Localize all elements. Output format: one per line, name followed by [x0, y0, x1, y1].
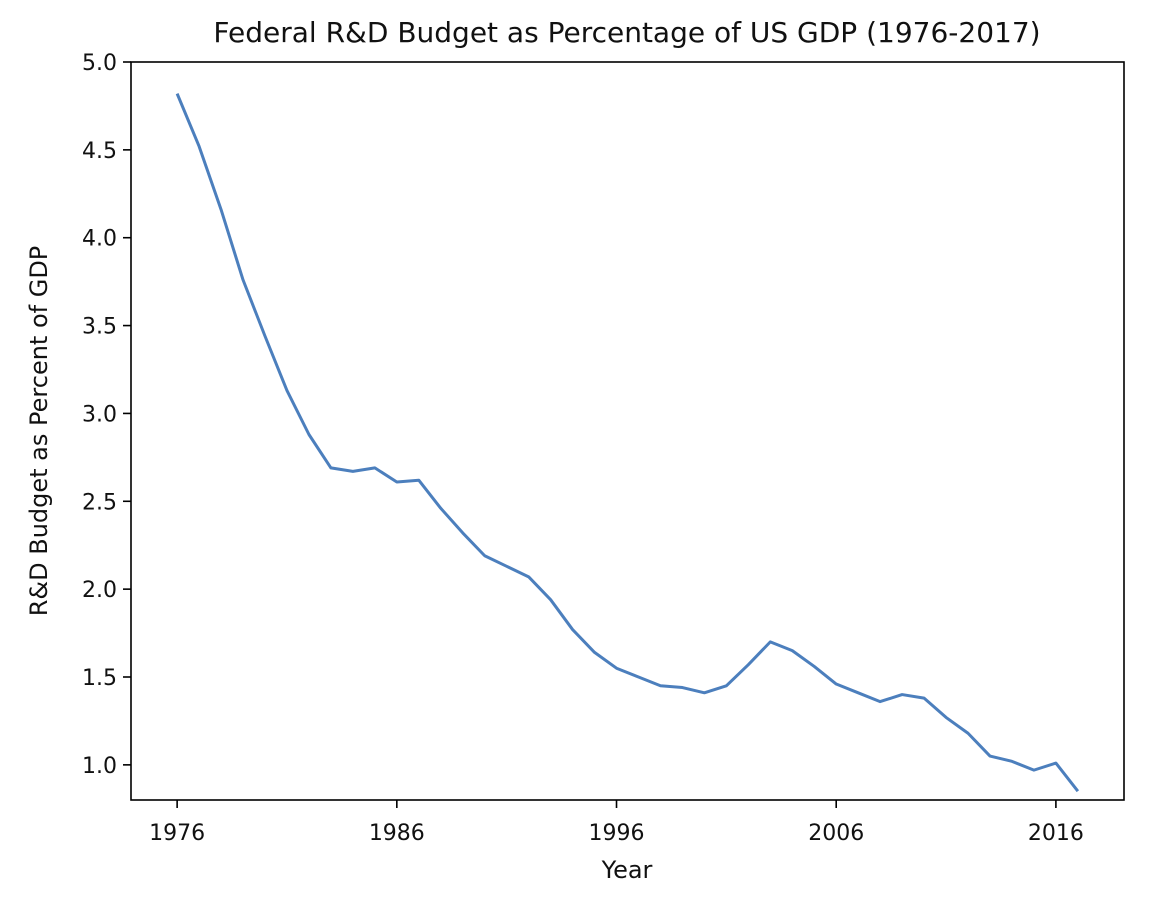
- y-tick-label: 1.5: [82, 666, 117, 691]
- y-tick-label: 1.0: [82, 754, 117, 779]
- data-point: [505, 565, 508, 568]
- data-point: [1010, 760, 1013, 763]
- x-tick-label: 1976: [149, 821, 205, 846]
- data-point: [901, 693, 904, 696]
- data-point: [351, 470, 354, 473]
- data-point: [549, 598, 552, 601]
- y-tick-label: 3.0: [82, 402, 117, 427]
- y-tick-label: 4.5: [82, 139, 117, 164]
- data-point: [264, 335, 267, 338]
- data-point: [945, 716, 948, 719]
- data-point: [967, 732, 970, 735]
- data-point: [988, 755, 991, 758]
- data-point: [1032, 769, 1035, 772]
- data-point: [176, 92, 179, 95]
- data-point: [1054, 762, 1057, 765]
- data-point: [461, 531, 464, 534]
- x-tick-label: 2006: [808, 821, 864, 846]
- data-point: [395, 480, 398, 483]
- chart-title: Federal R&D Budget as Percentage of US G…: [213, 16, 1040, 49]
- plot-area: [175, 92, 1080, 793]
- y-axis-label: R&D Budget as Percent of GDP: [25, 246, 53, 617]
- data-point: [659, 684, 662, 687]
- x-tick-label: 1986: [369, 821, 425, 846]
- x-axis-label: Year: [601, 856, 653, 884]
- series-line: [175, 93, 1080, 793]
- data-point: [923, 697, 926, 700]
- data-point: [879, 700, 882, 703]
- data-point: [220, 208, 223, 211]
- data-point: [417, 479, 420, 482]
- data-point: [527, 575, 530, 578]
- data-point: [483, 554, 486, 557]
- data-point: [329, 466, 332, 469]
- data-point: [615, 667, 618, 670]
- data-point: [813, 665, 816, 668]
- y-tick-label: 2.5: [82, 490, 117, 515]
- y-tick-label: 2.0: [82, 578, 117, 603]
- y-tick-label: 4.0: [82, 227, 117, 252]
- data-point: [703, 691, 706, 694]
- data-point: [857, 691, 860, 694]
- data-point: [198, 145, 201, 148]
- data-point: [373, 466, 376, 469]
- data-point: [593, 651, 596, 654]
- y-axis: 1.0 1.5 2.0 2.5 3.0 3.5 4.0 4.5 5.0: [82, 51, 131, 779]
- data-point: [439, 507, 442, 510]
- y-tick-label: 5.0: [82, 51, 117, 76]
- data-point: [307, 433, 310, 436]
- x-axis: 1976 1986 1996 2006 2016: [149, 800, 1084, 846]
- data-point: [835, 683, 838, 686]
- y-tick-label: 3.5: [82, 315, 117, 340]
- data-point: [791, 649, 794, 652]
- plot-frame: [130, 61, 1125, 801]
- data-point: [637, 676, 640, 679]
- data-point: [242, 278, 245, 281]
- data-point: [769, 640, 772, 643]
- data-point: [285, 389, 288, 392]
- x-tick-label: 1996: [589, 821, 645, 846]
- data-point: [1076, 790, 1079, 793]
- data-point: [747, 663, 750, 666]
- x-tick-label: 2016: [1028, 821, 1084, 846]
- data-point: [725, 684, 728, 687]
- data-point: [571, 628, 574, 631]
- data-point: [681, 686, 684, 689]
